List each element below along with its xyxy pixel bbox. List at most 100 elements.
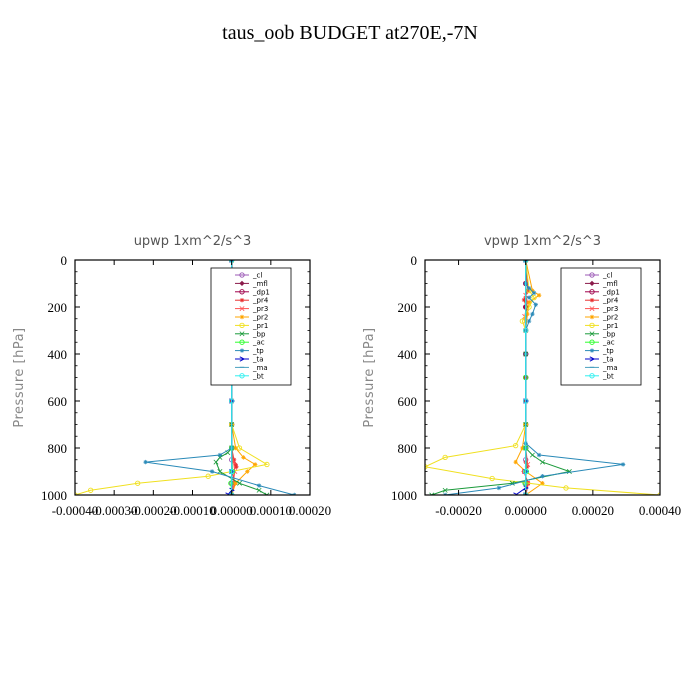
legend-marker: [589, 306, 595, 312]
legend-marker: [589, 322, 595, 329]
legend-marker: [239, 289, 245, 295]
data-point: [526, 286, 532, 291]
chart-subtitle: upwp 1xm^2/s^3: [134, 234, 252, 249]
legend-entry: _tp: [602, 347, 614, 355]
data-point: [525, 311, 530, 317]
legend-entry: _bp: [602, 330, 616, 338]
legend-marker: [239, 306, 245, 312]
data-point: [512, 442, 519, 449]
data-point: [526, 318, 532, 324]
data-point: [233, 481, 238, 486]
data-point: [489, 475, 495, 482]
chart-panel-2: vpwp 1xm^2/s^3 Pressure [hPa] 0 200 400 600 80…: [362, 234, 681, 518]
legend-entry: _ac: [252, 339, 265, 347]
data-point: [252, 462, 258, 467]
data-point: [529, 452, 535, 458]
data-point: [264, 492, 270, 495]
legend-marker: [589, 373, 595, 379]
data-point: [521, 297, 527, 303]
y-tick-label: 0: [411, 253, 418, 268]
legend-entry: _mfl: [252, 280, 268, 288]
data-point: [526, 300, 532, 305]
legend-entry: _pr4: [252, 297, 269, 305]
data-point: [513, 459, 518, 465]
data-point: [143, 459, 148, 465]
data-point: [513, 492, 519, 495]
legend-marker: [239, 322, 245, 329]
legend-entry: _pr1: [602, 322, 618, 330]
legend-entry: _pr2: [252, 314, 268, 322]
legend-entry: _ma: [602, 364, 618, 372]
data-point: [540, 459, 545, 465]
data-point: [209, 469, 215, 474]
data-point: [256, 487, 262, 493]
legend-entry: _ma: [252, 364, 268, 372]
data-point: [217, 452, 223, 458]
data-point: [245, 469, 250, 474]
legend-marker: [589, 339, 595, 345]
data-point: [229, 492, 235, 495]
data-point: [205, 473, 211, 479]
legend-box: [560, 267, 642, 386]
data-point: [526, 304, 532, 310]
x-tick-label: -0.00040: [52, 503, 99, 518]
x-tick-label: 0.00000: [211, 503, 253, 518]
y-axis-label: Pressure [hPa]: [12, 327, 27, 427]
y-tick-label: 400: [398, 347, 418, 362]
x-tick-label: 0.00020: [572, 503, 614, 518]
legend-marker: [239, 348, 245, 353]
data-point: [523, 492, 529, 495]
data-point: [88, 487, 94, 493]
legend-marker: [239, 272, 245, 278]
data-point: [213, 459, 219, 465]
x-tick-label: 0.00040: [639, 503, 681, 518]
series-line-bp: [431, 260, 572, 495]
data-point: [229, 468, 235, 475]
data-point: [231, 457, 237, 462]
figure-title: taus_oob BUDGET at270E,-7N: [222, 22, 478, 44]
data-point: [620, 462, 626, 467]
legend-entry: _pr3: [252, 305, 268, 313]
legend-entry: _bt: [252, 372, 264, 380]
legend-entry: _cl: [252, 272, 262, 280]
data-point: [425, 464, 428, 470]
legend-marker: [239, 298, 245, 303]
legend-entry: _pr4: [602, 297, 619, 305]
legend-marker: [239, 373, 245, 379]
x-tick-label: 0.00020: [289, 503, 331, 518]
x-tick-label: 0.00010: [250, 503, 292, 518]
y-tick-label: 1000: [41, 488, 67, 503]
data-point: [237, 480, 242, 486]
x-tick-label: -0.00010: [169, 503, 216, 518]
legend-marker: [239, 314, 245, 320]
legend-entry: _dp1: [602, 288, 620, 296]
data-point: [563, 485, 569, 491]
data-point: [264, 461, 270, 468]
y-tick-label: 0: [61, 253, 68, 268]
legend-box: [210, 267, 292, 386]
y-tick-label: 800: [48, 441, 68, 456]
data-point: [523, 327, 529, 334]
data-point: [241, 455, 246, 460]
data-point: [520, 445, 525, 451]
legend-marker: [239, 356, 246, 362]
data-point: [530, 311, 535, 317]
data-point: [496, 485, 502, 491]
legend-entry: _bt: [602, 372, 614, 380]
y-tick-label: 600: [398, 394, 418, 409]
data-point: [233, 445, 238, 451]
legend-entry: _mfl: [602, 280, 618, 288]
data-point: [135, 480, 141, 486]
data-point: [225, 492, 231, 495]
chart-subtitle: vpwp 1xm^2/s^3: [484, 234, 601, 249]
data-point: [236, 445, 243, 451]
y-tick-label: 200: [398, 300, 418, 315]
legend-marker: [589, 272, 595, 278]
data-point: [531, 294, 537, 301]
legend-marker: [589, 348, 595, 353]
data-point: [234, 464, 239, 469]
data-point: [530, 288, 535, 293]
legend-marker: [589, 314, 595, 320]
data-point: [523, 260, 529, 263]
